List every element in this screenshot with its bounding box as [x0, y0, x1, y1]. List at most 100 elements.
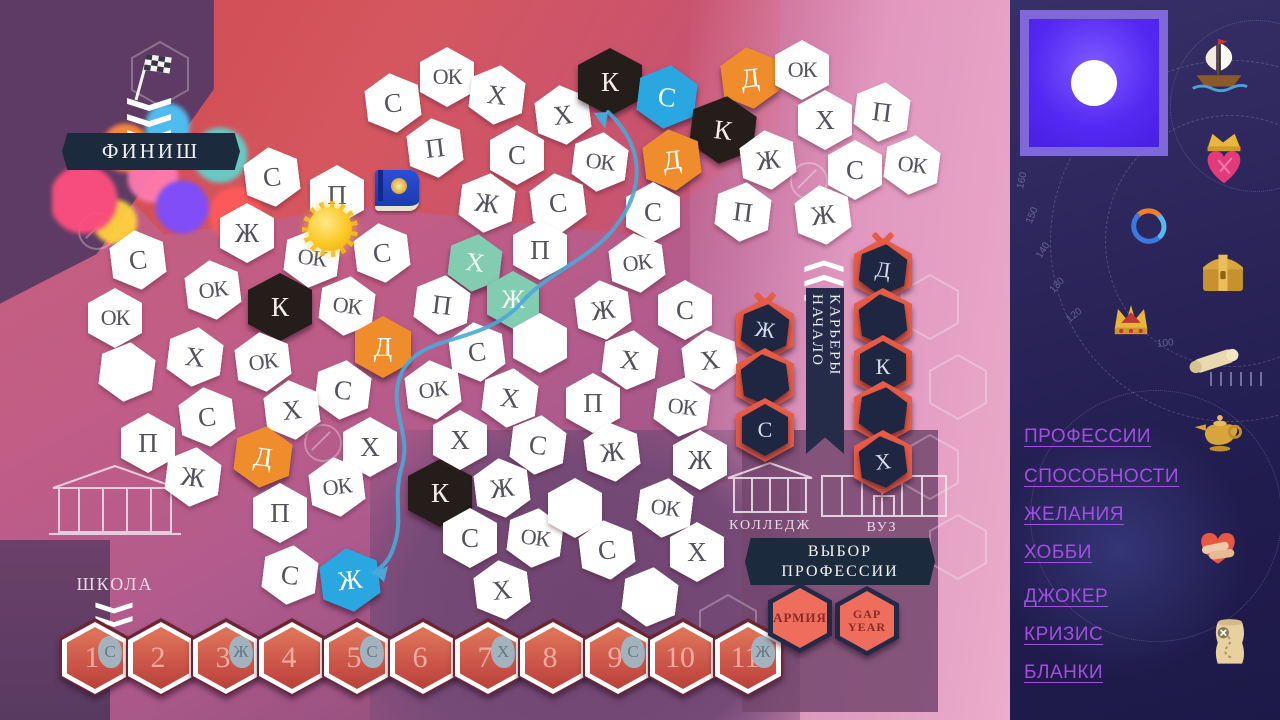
track-number: 7: [477, 641, 493, 674]
fire-ice-ring-icon[interactable]: [1126, 203, 1172, 254]
board-hex-Ж: Ж: [321, 548, 379, 612]
track-letter-face: Ж: [229, 636, 253, 668]
track-number: 6: [412, 641, 428, 674]
lamp-icon[interactable]: [1189, 399, 1249, 464]
ship-icon[interactable]: [1189, 34, 1249, 99]
hex-letter: С: [127, 243, 149, 276]
track-number: 1: [84, 641, 100, 674]
board-hex-blank: [100, 342, 154, 402]
menu-link-хобби[interactable]: ХОББИ: [1024, 542, 1092, 563]
track-hex-6: 6: [388, 618, 458, 696]
board-hex-Ж: Ж: [166, 447, 220, 507]
menu-link-профессии[interactable]: ПРОФЕССИИ: [1024, 426, 1152, 447]
hex-letter: Х: [551, 98, 575, 131]
board-hex-blank: [513, 313, 567, 373]
choice-label-1: ВЫБОР: [807, 543, 873, 561]
hex-letter: Д: [874, 256, 893, 283]
hex-letter: Х: [498, 381, 522, 414]
hex-letter: Х: [698, 343, 722, 376]
gap-year-hex: GAP YEAR: [835, 586, 899, 656]
hex-letter: К: [430, 477, 449, 508]
dial-number: 140: [1034, 240, 1053, 261]
board-hex-ОК: ОК: [885, 135, 939, 195]
crown-gem-icon[interactable]: [1193, 127, 1255, 194]
hex-letter: П: [530, 234, 550, 265]
scroll-icon[interactable]: [1186, 333, 1242, 394]
hex-letter: Ж: [473, 186, 501, 219]
finish-banner: ФИНИШ: [62, 133, 240, 170]
hex-letter: Х: [450, 424, 470, 455]
board-hex-С: С: [263, 545, 317, 605]
hex-letter: Х: [687, 536, 707, 567]
roll-button[interactable]: [1020, 10, 1168, 156]
track-hex-4: 4: [257, 618, 327, 696]
board-hex-С: С: [443, 508, 497, 568]
hex-letter: П: [731, 195, 755, 228]
menu-link-способности[interactable]: СПОСОБНОСТИ: [1024, 466, 1180, 487]
hex-letter: Д: [252, 440, 275, 473]
menu-link-джокер[interactable]: ДЖОКЕР: [1024, 586, 1109, 607]
board-hex-ОК: ОК: [310, 457, 364, 517]
choice-label-2: ПРОФЕССИИ: [781, 562, 899, 580]
board-hex-Ж: Ж: [585, 422, 639, 482]
sidebar: ПРОФЕССИИ СПОСОБНОСТИ ЖЕЛАНИЯ ХОББИ ДЖОКЕР КР…: [1010, 0, 1280, 720]
hex-letter: Х: [280, 393, 304, 426]
hex-letter: ОК: [321, 472, 353, 501]
board-hex-Х: Х: [168, 327, 222, 387]
hex-letter: Ж: [598, 435, 626, 468]
heart-hands-icon[interactable]: [1189, 513, 1247, 576]
hex-letter: П: [430, 288, 454, 321]
board-hex-С: С: [658, 280, 712, 340]
hex-letter: С: [675, 294, 694, 325]
track-number: 3: [215, 641, 231, 674]
hex-letter: С: [332, 373, 354, 406]
board-hex-С: С: [111, 230, 165, 290]
hex-letter: С: [656, 80, 678, 113]
board-hex-Х: Х: [475, 560, 529, 620]
hex-letter: П: [583, 387, 603, 418]
book-token[interactable]: [375, 170, 419, 211]
board-hex-С: С: [180, 387, 234, 447]
track-hex-10: 10: [648, 618, 718, 696]
chest-icon[interactable]: [1194, 242, 1252, 305]
board-hex-П: П: [121, 413, 175, 473]
menu-link-кризис[interactable]: КРИЗИС: [1024, 624, 1104, 645]
hex-letter: С: [466, 335, 488, 368]
board-hex-ОК: ОК: [655, 377, 709, 437]
sun-token[interactable]: [302, 201, 358, 257]
hex-letter: С: [596, 533, 618, 566]
board-hex-Х: Х: [470, 65, 524, 125]
board-hex-П: П: [408, 118, 462, 178]
map-scroll-icon[interactable]: [1199, 613, 1259, 678]
track-letter-face: С: [98, 636, 122, 668]
game-board: ФИНИШ ШКОЛА КОЛЛЕДЖ: [0, 0, 1010, 720]
menu-link-желания[interactable]: ЖЕЛАНИЯ: [1024, 504, 1124, 525]
hex-letter: Х: [618, 343, 642, 376]
hex-letter: П: [138, 427, 158, 458]
dial-arc: [1030, 390, 1280, 642]
hex-letter: ОК: [896, 150, 928, 179]
board-hex-ОК: ОК: [88, 288, 142, 348]
menu-link-бланки[interactable]: БЛАНКИ: [1024, 662, 1104, 683]
hex-letter: П: [870, 95, 894, 128]
hex-letter: С: [279, 558, 301, 591]
dial-number: 100: [1156, 337, 1175, 350]
crown-icon[interactable]: [1105, 296, 1157, 353]
track-letter-face: С: [360, 636, 384, 668]
career-start-label-2: КАРЬЕРЫ: [826, 294, 843, 377]
track-letter-face: Ж: [751, 636, 775, 668]
track-number: 8: [542, 641, 558, 674]
finish-label: ФИНИШ: [101, 139, 201, 163]
board-hex-С: С: [828, 140, 882, 200]
board-hex-Ж: Ж: [673, 430, 727, 490]
profession-choice-banner: ВЫБОР ПРОФЕССИИ: [745, 538, 935, 585]
hex-letter: ОК: [432, 64, 463, 89]
board-hex-С: С: [580, 520, 634, 580]
board-hex-С: С: [742, 404, 788, 456]
board-hex-Х: Х: [670, 522, 724, 582]
hex-letter: ОК: [197, 275, 229, 304]
